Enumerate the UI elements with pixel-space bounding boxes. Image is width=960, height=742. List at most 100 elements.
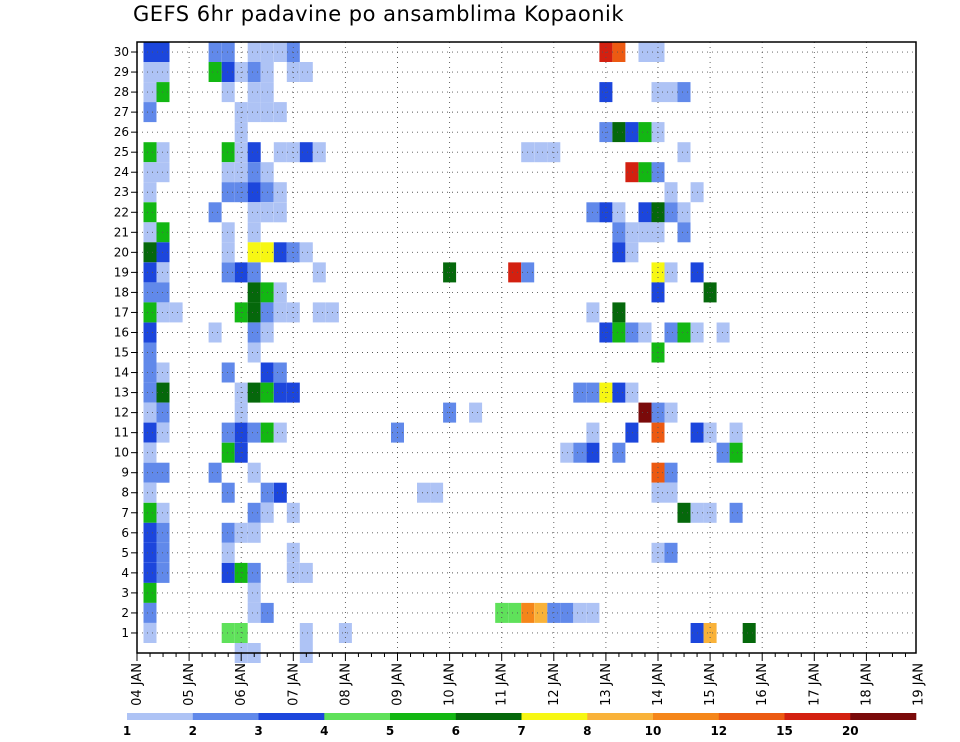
heatmap-cell: [612, 122, 626, 143]
x-tick-label: 15 JAN: [703, 663, 718, 706]
heatmap-cell: [638, 222, 652, 243]
heatmap-cell: [573, 602, 587, 623]
heatmap-cell: [638, 42, 652, 62]
y-tick-label: 26: [114, 125, 129, 139]
heatmap-cell: [273, 42, 287, 62]
heatmap-cell: [208, 462, 222, 483]
heatmap-cell: [677, 502, 691, 523]
x-tick-label: 07 JAN: [286, 663, 301, 706]
y-tick-label: 27: [114, 105, 129, 119]
heatmap-cell: [677, 202, 691, 223]
heatmap-cell: [273, 382, 287, 403]
colorbar-swatch: [390, 713, 456, 720]
chart-title: GEFS 6hr padavine po ansamblima Kopaonik: [133, 2, 625, 26]
x-tick-label: 04 JAN: [130, 663, 145, 706]
heatmap-cell: [143, 62, 157, 82]
heatmap-cell: [638, 202, 652, 223]
y-tick-label: 20: [114, 245, 129, 259]
heatmap-cell: [143, 522, 157, 543]
y-tick-label: 5: [121, 546, 129, 560]
colorbar-layer: 1 2 3 4 5 6 7 8 10 12 15 20: [123, 713, 917, 738]
heatmap-cell: [247, 242, 261, 263]
heatmap-cell: [221, 162, 235, 183]
heatmap-cell: [143, 442, 157, 463]
heatmap-cell: [221, 442, 235, 463]
colorbar-label: 3: [254, 724, 262, 738]
y-tick-label: 10: [114, 446, 129, 460]
colorbar-swatch: [850, 713, 917, 720]
heatmap-cell: [716, 442, 730, 463]
colorbar-label: 10: [645, 724, 662, 738]
heatmap-cell: [247, 62, 261, 82]
colorbar-swatch: [127, 713, 193, 720]
heatmap-cell: [143, 282, 157, 303]
x-tick-label: 11 JAN: [495, 663, 510, 706]
heatmap-cell: [273, 102, 287, 123]
heatmap-cell: [221, 82, 235, 103]
x-tick-label: 09 JAN: [391, 663, 406, 706]
y-tick-label: 9: [121, 466, 129, 480]
colorbar-swatch: [192, 713, 259, 720]
grid-layer: [137, 42, 916, 653]
y-tick-label: 28: [114, 85, 129, 99]
heatmap-cell: [208, 322, 222, 343]
colorbar-swatch: [587, 713, 654, 720]
heatmap-cell: [664, 82, 678, 103]
heatmap-cell: [143, 422, 157, 443]
heatmap-cell: [143, 162, 157, 183]
colorbar-label: 1: [123, 724, 131, 738]
y-tick-label: 15: [114, 346, 129, 360]
y-tick-label: 18: [114, 285, 129, 299]
axes-layer: 1234567891011121314151617181920212223242…: [114, 41, 927, 706]
y-tick-label: 3: [121, 586, 129, 600]
heatmap-cell: [143, 222, 157, 243]
heatmap-cell: [508, 262, 522, 283]
heatmap-cell: [221, 222, 235, 243]
colorbar-label: 5: [386, 724, 394, 738]
colorbar-label: 6: [452, 724, 460, 738]
x-tick-label: 08 JAN: [338, 663, 353, 706]
y-tick-label: 14: [114, 366, 129, 380]
heatmap-cell: [247, 602, 261, 623]
heatmap-cell: [664, 182, 678, 203]
heatmap-cell: [247, 42, 261, 62]
heatmap-cell: [247, 202, 261, 223]
heatmap-cell: [312, 142, 326, 163]
heatmap-cell: [247, 502, 261, 523]
heatmap-cell: [273, 362, 287, 383]
colorbar-label: 15: [776, 724, 793, 738]
y-tick-label: 1: [121, 626, 129, 640]
heatmap-cell: [716, 322, 730, 343]
heatmap-cell: [221, 542, 235, 563]
colorbar-swatch: [258, 713, 325, 720]
heatmap-cell: [221, 482, 235, 503]
heatmap-cell: [612, 222, 626, 243]
heatmap-cell: [143, 402, 157, 423]
heatmap-cell: [273, 182, 287, 203]
heatmap-cell: [573, 382, 587, 403]
heatmap-cell: [273, 142, 287, 163]
colorbar-swatch: [521, 713, 588, 720]
heatmap-cell: [299, 242, 313, 263]
heatmap-cell: [247, 82, 261, 103]
heatmap-cell: [143, 542, 157, 563]
x-tick-label: 10 JAN: [443, 663, 458, 706]
x-tick-label: 18 JAN: [859, 663, 874, 706]
heatmap-cell: [677, 82, 691, 103]
heatmap-cell: [638, 402, 652, 423]
heatmap-cell: [612, 202, 626, 223]
y-tick-label: 11: [114, 426, 129, 440]
heatmap-cell: [299, 623, 313, 643]
heatmap-cell: [247, 342, 261, 363]
y-tick-label: 29: [114, 65, 129, 79]
heatmap-cell: [143, 602, 157, 623]
colorbar-label: 2: [189, 724, 197, 738]
heatmap-cell: [625, 422, 639, 443]
heatmap-cell: [625, 242, 639, 263]
heatmap-cell: [221, 142, 235, 163]
heatmap-cell: [247, 382, 261, 403]
x-tick-label: 05 JAN: [182, 663, 197, 706]
heatmap-cell: [143, 582, 157, 603]
heatmap-cell: [143, 42, 157, 62]
heatmap-cell: [247, 522, 261, 543]
